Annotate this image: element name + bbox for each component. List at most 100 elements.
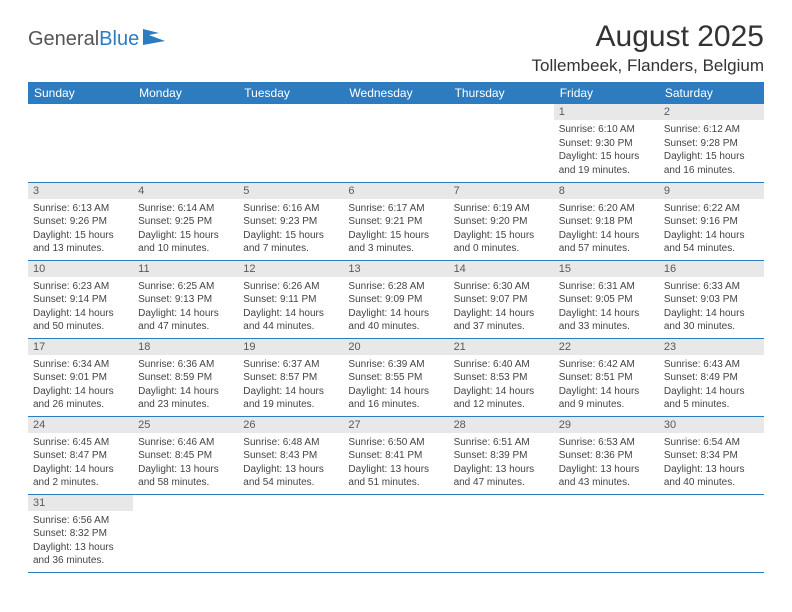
calendar-row: 3Sunrise: 6:13 AMSunset: 9:26 PMDaylight…: [28, 182, 764, 260]
day-content: Sunrise: 6:34 AMSunset: 9:01 PMDaylight:…: [28, 355, 133, 416]
day-number: 5: [238, 183, 343, 199]
day-cell: 21Sunrise: 6:40 AMSunset: 8:53 PMDayligh…: [449, 338, 554, 416]
day-cell: 4Sunrise: 6:14 AMSunset: 9:25 PMDaylight…: [133, 182, 238, 260]
day-number: 12: [238, 261, 343, 277]
day-number: 30: [659, 417, 764, 433]
day-content: Sunrise: 6:17 AMSunset: 9:21 PMDaylight:…: [343, 199, 448, 260]
day-content: Sunrise: 6:51 AMSunset: 8:39 PMDaylight:…: [449, 433, 554, 494]
month-title: August 2025: [532, 20, 764, 54]
day-cell: 28Sunrise: 6:51 AMSunset: 8:39 PMDayligh…: [449, 416, 554, 494]
day-number: 2: [659, 104, 764, 120]
day-cell: 17Sunrise: 6:34 AMSunset: 9:01 PMDayligh…: [28, 338, 133, 416]
day-number: 20: [343, 339, 448, 355]
day-number: 6: [343, 183, 448, 199]
weekday-header: Friday: [554, 82, 659, 104]
day-content: Sunrise: 6:25 AMSunset: 9:13 PMDaylight:…: [133, 277, 238, 338]
day-cell: 8Sunrise: 6:20 AMSunset: 9:18 PMDaylight…: [554, 182, 659, 260]
day-number: 26: [238, 417, 343, 433]
day-cell: 25Sunrise: 6:46 AMSunset: 8:45 PMDayligh…: [133, 416, 238, 494]
day-cell: 5Sunrise: 6:16 AMSunset: 9:23 PMDaylight…: [238, 182, 343, 260]
calendar-row: 1Sunrise: 6:10 AMSunset: 9:30 PMDaylight…: [28, 104, 764, 182]
day-content: Sunrise: 6:22 AMSunset: 9:16 PMDaylight:…: [659, 199, 764, 260]
day-content: Sunrise: 6:30 AMSunset: 9:07 PMDaylight:…: [449, 277, 554, 338]
day-number: 31: [28, 495, 133, 511]
day-cell: 3Sunrise: 6:13 AMSunset: 9:26 PMDaylight…: [28, 182, 133, 260]
day-content: Sunrise: 6:33 AMSunset: 9:03 PMDaylight:…: [659, 277, 764, 338]
day-content: Sunrise: 6:46 AMSunset: 8:45 PMDaylight:…: [133, 433, 238, 494]
day-number: 21: [449, 339, 554, 355]
day-number: 8: [554, 183, 659, 199]
day-cell: 10Sunrise: 6:23 AMSunset: 9:14 PMDayligh…: [28, 260, 133, 338]
day-content: Sunrise: 6:43 AMSunset: 8:49 PMDaylight:…: [659, 355, 764, 416]
empty-cell: [133, 494, 238, 572]
day-content: Sunrise: 6:36 AMSunset: 8:59 PMDaylight:…: [133, 355, 238, 416]
day-content: Sunrise: 6:12 AMSunset: 9:28 PMDaylight:…: [659, 120, 764, 181]
calendar-row: 17Sunrise: 6:34 AMSunset: 9:01 PMDayligh…: [28, 338, 764, 416]
day-cell: 31Sunrise: 6:56 AMSunset: 8:32 PMDayligh…: [28, 494, 133, 572]
day-number: 13: [343, 261, 448, 277]
weekday-header-row: SundayMondayTuesdayWednesdayThursdayFrid…: [28, 82, 764, 104]
day-content: Sunrise: 6:37 AMSunset: 8:57 PMDaylight:…: [238, 355, 343, 416]
day-cell: 12Sunrise: 6:26 AMSunset: 9:11 PMDayligh…: [238, 260, 343, 338]
empty-cell: [449, 494, 554, 572]
logo-blue: Blue: [99, 28, 139, 51]
day-content: Sunrise: 6:28 AMSunset: 9:09 PMDaylight:…: [343, 277, 448, 338]
day-cell: 1Sunrise: 6:10 AMSunset: 9:30 PMDaylight…: [554, 104, 659, 182]
day-content: Sunrise: 6:14 AMSunset: 9:25 PMDaylight:…: [133, 199, 238, 260]
day-content: Sunrise: 6:39 AMSunset: 8:55 PMDaylight:…: [343, 355, 448, 416]
empty-cell: [133, 104, 238, 182]
day-cell: 13Sunrise: 6:28 AMSunset: 9:09 PMDayligh…: [343, 260, 448, 338]
empty-cell: [659, 494, 764, 572]
day-number: 22: [554, 339, 659, 355]
day-cell: 16Sunrise: 6:33 AMSunset: 9:03 PMDayligh…: [659, 260, 764, 338]
weekday-header: Thursday: [449, 82, 554, 104]
day-content: Sunrise: 6:26 AMSunset: 9:11 PMDaylight:…: [238, 277, 343, 338]
calendar-row: 10Sunrise: 6:23 AMSunset: 9:14 PMDayligh…: [28, 260, 764, 338]
day-number: 19: [238, 339, 343, 355]
day-number: 7: [449, 183, 554, 199]
day-cell: 11Sunrise: 6:25 AMSunset: 9:13 PMDayligh…: [133, 260, 238, 338]
day-number: 15: [554, 261, 659, 277]
calendar-table: SundayMondayTuesdayWednesdayThursdayFrid…: [28, 82, 764, 573]
day-number: 29: [554, 417, 659, 433]
day-cell: 15Sunrise: 6:31 AMSunset: 9:05 PMDayligh…: [554, 260, 659, 338]
weekday-header: Monday: [133, 82, 238, 104]
day-cell: 2Sunrise: 6:12 AMSunset: 9:28 PMDaylight…: [659, 104, 764, 182]
day-cell: 27Sunrise: 6:50 AMSunset: 8:41 PMDayligh…: [343, 416, 448, 494]
day-cell: 23Sunrise: 6:43 AMSunset: 8:49 PMDayligh…: [659, 338, 764, 416]
empty-cell: [554, 494, 659, 572]
empty-cell: [343, 104, 448, 182]
day-content: Sunrise: 6:10 AMSunset: 9:30 PMDaylight:…: [554, 120, 659, 181]
day-number: 10: [28, 261, 133, 277]
day-number: 16: [659, 261, 764, 277]
day-number: 14: [449, 261, 554, 277]
day-cell: 19Sunrise: 6:37 AMSunset: 8:57 PMDayligh…: [238, 338, 343, 416]
day-content: Sunrise: 6:13 AMSunset: 9:26 PMDaylight:…: [28, 199, 133, 260]
day-content: Sunrise: 6:31 AMSunset: 9:05 PMDaylight:…: [554, 277, 659, 338]
day-number: 11: [133, 261, 238, 277]
title-block: August 2025 Tollembeek, Flanders, Belgiu…: [532, 20, 764, 76]
day-cell: 22Sunrise: 6:42 AMSunset: 8:51 PMDayligh…: [554, 338, 659, 416]
header: GeneralBlue August 2025 Tollembeek, Flan…: [28, 20, 764, 76]
day-cell: 24Sunrise: 6:45 AMSunset: 8:47 PMDayligh…: [28, 416, 133, 494]
calendar-body: 1Sunrise: 6:10 AMSunset: 9:30 PMDaylight…: [28, 104, 764, 572]
day-content: Sunrise: 6:50 AMSunset: 8:41 PMDaylight:…: [343, 433, 448, 494]
day-content: Sunrise: 6:54 AMSunset: 8:34 PMDaylight:…: [659, 433, 764, 494]
weekday-header: Saturday: [659, 82, 764, 104]
empty-cell: [449, 104, 554, 182]
day-cell: 26Sunrise: 6:48 AMSunset: 8:43 PMDayligh…: [238, 416, 343, 494]
day-number: 4: [133, 183, 238, 199]
weekday-header: Sunday: [28, 82, 133, 104]
day-number: 17: [28, 339, 133, 355]
day-cell: 7Sunrise: 6:19 AMSunset: 9:20 PMDaylight…: [449, 182, 554, 260]
day-number: 27: [343, 417, 448, 433]
day-content: Sunrise: 6:56 AMSunset: 8:32 PMDaylight:…: [28, 511, 133, 572]
weekday-header: Wednesday: [343, 82, 448, 104]
day-number: 3: [28, 183, 133, 199]
day-number: 1: [554, 104, 659, 120]
day-number: 24: [28, 417, 133, 433]
day-content: Sunrise: 6:53 AMSunset: 8:36 PMDaylight:…: [554, 433, 659, 494]
empty-cell: [343, 494, 448, 572]
empty-cell: [238, 494, 343, 572]
day-content: Sunrise: 6:23 AMSunset: 9:14 PMDaylight:…: [28, 277, 133, 338]
